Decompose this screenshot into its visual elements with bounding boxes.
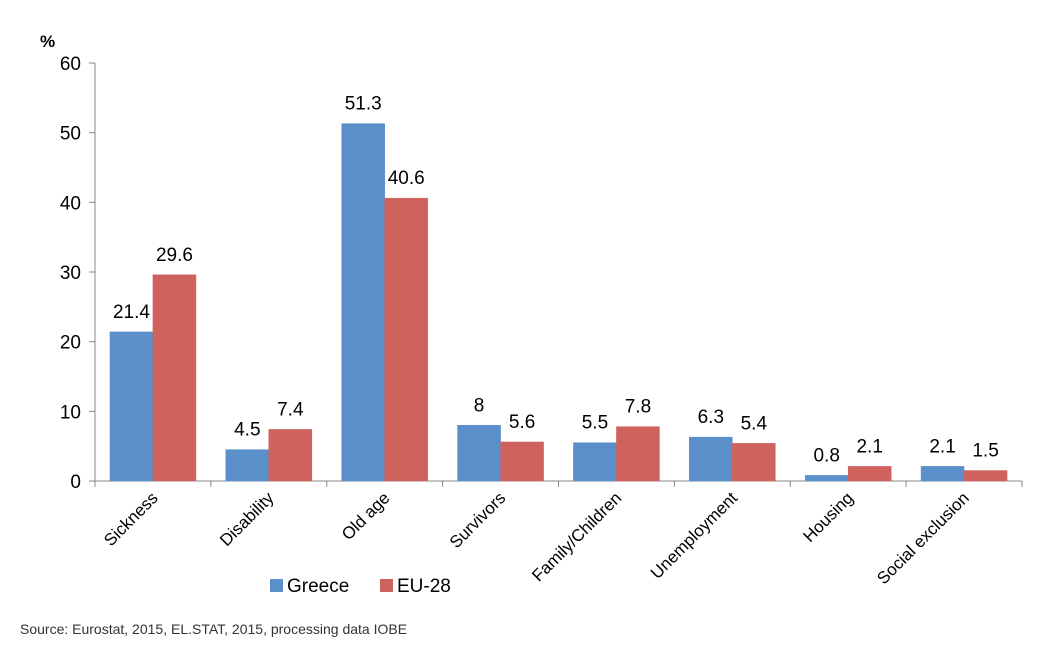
bar-greece-old-age — [341, 123, 385, 482]
data-label: 5.6 — [509, 412, 535, 433]
y-tick-label: 20 — [60, 333, 81, 354]
legend-label: Greece — [287, 576, 349, 597]
bar-eu-28-sickness — [152, 274, 197, 482]
category-label: Social exclusion — [873, 488, 973, 588]
bars-group — [109, 123, 1008, 482]
legend-swatch — [270, 579, 283, 592]
legend: Greece EU-28 — [270, 576, 451, 597]
bar-greece-social-exclusion — [920, 466, 965, 482]
data-label: 4.5 — [234, 420, 260, 441]
category-label: Family/Children — [528, 488, 625, 585]
y-tick-label: 0 — [70, 472, 81, 493]
category-label: Disability — [216, 488, 278, 550]
category-label: Sickness — [100, 488, 162, 550]
data-label: 1.5 — [972, 441, 998, 462]
category-label: Housing — [799, 488, 857, 546]
bar-greece-survivors — [457, 425, 501, 482]
bar-eu-28-unemployment — [732, 443, 776, 482]
data-label: 8 — [474, 395, 485, 416]
bar-greece-unemployment — [689, 436, 733, 482]
data-label: 2.1 — [856, 436, 882, 457]
axes-group: 0 10 20 30 40 50 60 — [60, 54, 1023, 493]
category-label: Old age — [338, 488, 394, 544]
data-label: 51.3 — [345, 94, 382, 115]
bar-greece-disability — [225, 449, 270, 482]
bar-eu-28-survivors — [500, 441, 544, 482]
legend-swatch — [380, 579, 393, 592]
bar-eu-28-social-exclusion — [963, 470, 1008, 482]
y-unit-label: % — [40, 32, 55, 51]
data-label: 5.5 — [582, 413, 608, 434]
source-note: Source: Eurostat, 2015, EL.STAT, 2015, p… — [20, 621, 407, 637]
y-tick-label: 10 — [60, 402, 81, 423]
y-tick-label: 50 — [60, 124, 81, 145]
data-label: 5.4 — [741, 413, 768, 434]
bar-greece-sickness — [109, 331, 154, 482]
data-label: 0.8 — [813, 445, 839, 466]
bar-greece-housing — [804, 475, 849, 482]
y-tick-label: 40 — [60, 193, 81, 214]
y-tick-label: 60 — [60, 54, 81, 75]
category-label: Survivors — [446, 488, 510, 552]
data-labels-group: 21.4 29.6 4.5 7.4 51.3 40.6 8 5.6 5.5 7.8 6.3 5.4 0.… — [113, 94, 999, 467]
bar-eu-28-family-children — [616, 426, 660, 482]
category-label: Unemployment — [647, 488, 741, 582]
data-label: 21.4 — [113, 302, 150, 323]
data-label: 7.8 — [625, 397, 651, 418]
data-label: 40.6 — [388, 168, 425, 189]
data-label: 2.1 — [929, 436, 955, 457]
legend-label: EU-28 — [397, 576, 451, 597]
data-label: 29.6 — [156, 245, 193, 266]
data-label: 6.3 — [698, 407, 724, 428]
bar-eu-28-disability — [268, 429, 313, 482]
y-tick-label: 30 — [60, 263, 81, 284]
data-label: 7.4 — [277, 399, 304, 420]
bar-eu-28-housing — [847, 466, 892, 482]
category-labels-group: Sickness Disability Old age Survivors Family… — [100, 488, 973, 588]
bar-eu-28-old-age — [384, 197, 428, 482]
bar-greece-family-children — [573, 442, 617, 482]
